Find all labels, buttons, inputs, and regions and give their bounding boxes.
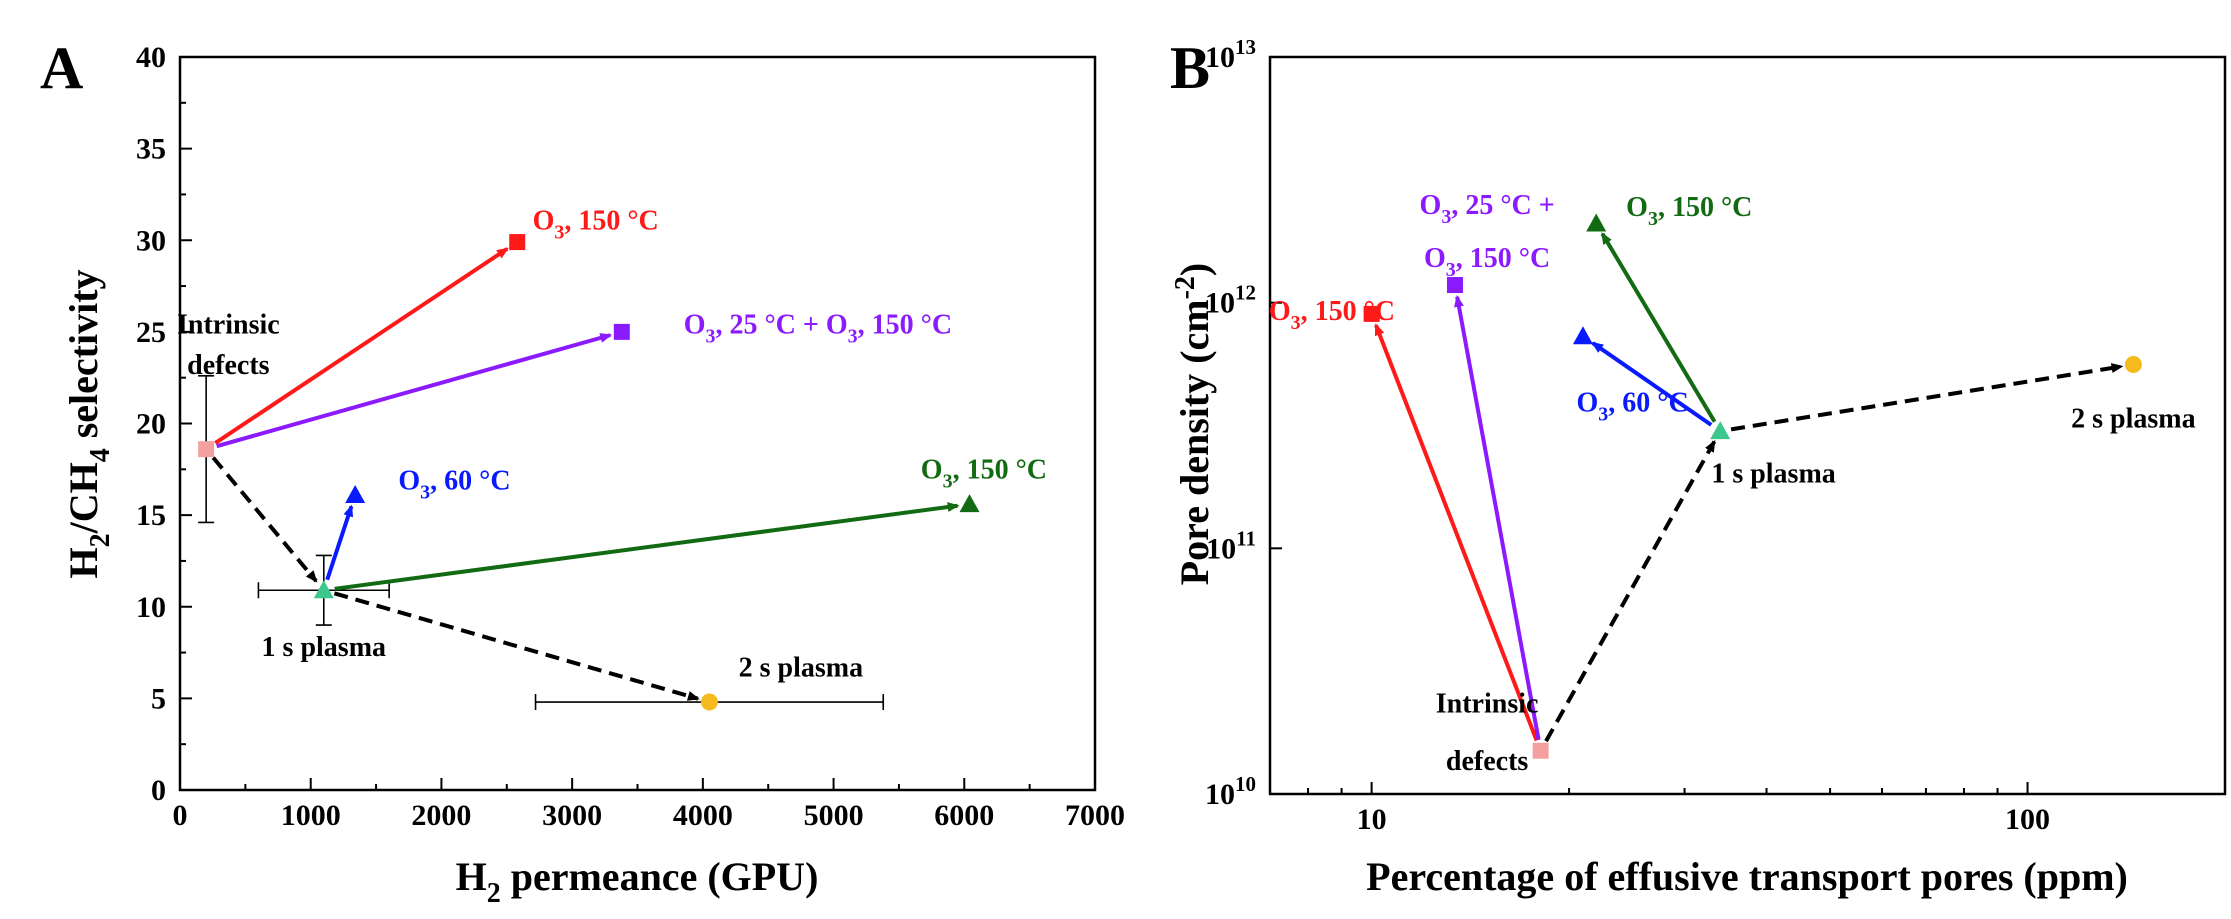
annotation-label: Intrinsic	[177, 310, 280, 341]
arrow-intrinsic-to-o3_25_150_from_intrinsic	[216, 333, 613, 449]
y-tick-label: 10	[136, 591, 166, 624]
y-tick-label: 1011	[1206, 526, 1256, 565]
marker-o3_25_150_from_intrinsic	[1446, 277, 1463, 294]
marker-plasma1	[1710, 421, 1731, 440]
marker-o3_60_from_plasma1	[345, 484, 366, 503]
y-tick-label: 30	[136, 224, 166, 257]
x-tick-label: 2000	[411, 799, 471, 832]
marker-o3_60_from_plasma1	[1572, 326, 1593, 345]
annotation-label: O3, 60 °C	[1577, 388, 1689, 426]
panel-b-ticks: 10 100 1010 1011 1012 1013	[1205, 35, 2226, 836]
arrow-intrinsic-to-o3_150_from_intrinsic	[214, 247, 509, 445]
panel-a-arrows	[211, 247, 960, 701]
x-tick-label: 4000	[673, 799, 733, 832]
arrow-intrinsic-to-o3_150_from_intrinsic	[1374, 323, 1539, 742]
marker-o3_150_from_plasma1	[1586, 213, 1607, 232]
marker-o3_150_from_intrinsic	[509, 234, 526, 251]
y-tick-label: 1012	[1205, 281, 1256, 320]
x-tick-label: 6000	[934, 799, 994, 832]
panel-a-x-axis-title: H2 permeance (GPU)	[456, 854, 819, 909]
annotation-label: O3, 25 °C +	[1420, 190, 1555, 228]
x-tick-label: 0	[173, 799, 188, 832]
x-tick-label: 7000	[1065, 799, 1125, 832]
panel-a-letter: A	[40, 35, 83, 101]
annotation-label: 1 s plasma	[262, 632, 386, 663]
panel-b-arrows	[1374, 232, 2124, 743]
y-tick-label: 5	[151, 682, 166, 715]
y-tick-label: 0	[151, 774, 166, 807]
marker-o3_150_from_plasma1	[959, 494, 980, 513]
y-tick-label: 40	[136, 41, 166, 74]
x-tick-label: 100	[2005, 803, 2050, 836]
marker-plasma2	[2124, 356, 2142, 374]
panel-b-annotations: Intrinsic defects 1 s plasma 2 s plasma O3, …	[1269, 190, 2196, 777]
annotation-label: defects	[1446, 746, 1529, 777]
x-tick-label: 10	[1357, 803, 1387, 836]
arrow-intrinsic-to-plasma1	[1544, 439, 1717, 743]
arrow-plasma1-to-o3_60_from_plasma1	[1591, 341, 1713, 427]
x-tick-label: 1000	[281, 799, 341, 832]
y-tick-label: 35	[136, 133, 166, 166]
marker-intrinsic	[198, 441, 215, 458]
annotation-label: O3, 60 °C	[398, 465, 510, 503]
panel-b-x-axis-title: Percentage of effusive transport pores (…	[1366, 854, 2128, 899]
arrow-plasma1-to-o3_150_from_plasma1	[334, 502, 960, 591]
y-tick-label: 20	[136, 408, 166, 441]
panel-b-letter: B	[1170, 35, 1210, 101]
marker-intrinsic	[1532, 742, 1549, 759]
panel-a-y-axis-title: H2/CH4 selectivity	[61, 269, 116, 578]
annotation-label: 1 s plasma	[1711, 459, 1835, 490]
annotation-label: Intrinsic	[1436, 688, 1539, 719]
panel-b-y-axis-title: Pore density (cm-2)	[1170, 263, 1217, 586]
annotation-label: O3, 150 °C	[533, 205, 659, 243]
panel-a-annotations: Intrinsic defects 1 s plasma 2 s plasma O3, …	[177, 205, 1047, 683]
annotation-label: O3, 150 °C	[1269, 296, 1395, 334]
annotation-label: O3, 150 °C	[1424, 243, 1550, 281]
annotation-label: 2 s plasma	[739, 652, 863, 683]
panel-b: B 10 100 1010 1011 1012 1013 Intrinsic defects…	[1170, 35, 2227, 899]
annotation-label: defects	[187, 350, 270, 381]
marker-plasma1	[313, 580, 334, 599]
annotation-label: 2 s plasma	[2071, 404, 2195, 435]
arrow-plasma1-to-o3_150_from_plasma1	[1600, 232, 1717, 423]
panel-a: A 0 1000 2000 3000 4000 5000 6000 7000 0 5 10 15 20 2…	[40, 35, 1125, 909]
marker-plasma2	[700, 693, 718, 711]
y-tick-label: 25	[136, 316, 166, 349]
y-tick-label: 1010	[1205, 772, 1256, 811]
arrow-plasma1-to-plasma2	[333, 591, 700, 701]
arrow-plasma1-to-o3_60_from_plasma1	[325, 504, 354, 581]
panel-b-points	[1363, 213, 2142, 759]
y-tick-label: 1013	[1205, 35, 1256, 74]
arrow-intrinsic-to-o3_25_150_from_intrinsic	[1454, 294, 1541, 741]
x-tick-label: 5000	[804, 799, 864, 832]
marker-o3_25_150_from_intrinsic	[613, 323, 630, 340]
arrow-plasma1-to-plasma2	[1730, 363, 2124, 432]
panel-a-ticks: 0 1000 2000 3000 4000 5000 6000 7000 0 5 10 15 20 25 3…	[136, 41, 1125, 832]
y-tick-label: 15	[136, 499, 166, 532]
arrow-intrinsic-to-plasma1	[211, 456, 318, 583]
annotation-label: O3, 25 °C + O3, 150 °C	[684, 310, 952, 348]
panel-a-points	[198, 234, 980, 711]
panel-b-plot-frame	[1268, 55, 2227, 796]
marker-o3_150_from_intrinsic	[1363, 305, 1380, 322]
x-tick-label: 3000	[542, 799, 602, 832]
annotation-label: O3, 150 °C	[921, 454, 1047, 492]
annotation-label: O3, 150 °C	[1626, 192, 1752, 230]
